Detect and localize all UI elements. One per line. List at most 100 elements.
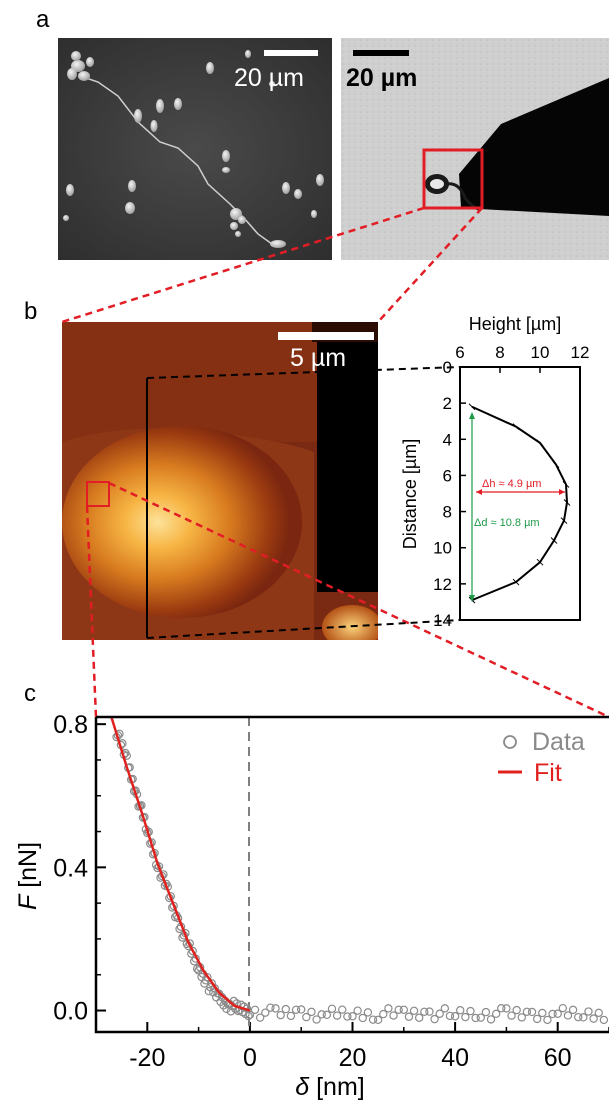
data-point	[409, 1006, 419, 1016]
optical-micrograph	[341, 38, 609, 260]
profile-point	[563, 499, 571, 506]
data-point	[594, 1008, 603, 1018]
legend-data-label: Data	[532, 728, 585, 756]
data-point	[404, 1012, 414, 1021]
data-point	[414, 1013, 424, 1022]
data-point	[466, 1006, 475, 1016]
connector-b-c-right	[108, 481, 609, 719]
height-profile-plot: Height [µm] 6 8 10 12 0 2 4 6 8 10 12 14 Distance …	[400, 314, 590, 630]
data-point	[332, 1011, 342, 1020]
profile-y-tick-label: 6	[443, 466, 452, 485]
force-y-tick-label: 0.8	[53, 711, 88, 739]
profile-y-tick-label: 2	[443, 394, 452, 413]
data-point	[271, 1004, 280, 1013]
profile-y-tick-label: 14	[433, 611, 452, 630]
data-point	[440, 1004, 450, 1013]
force-x-title: δ [nm]	[295, 1073, 364, 1101]
data-point	[425, 1007, 434, 1016]
data-point	[291, 1005, 301, 1015]
panel-letter-b: b	[24, 298, 38, 325]
data-point	[563, 1011, 573, 1020]
profile-y-tick-label: 0	[443, 358, 452, 377]
data-point	[244, 1011, 253, 1021]
data-point	[203, 972, 212, 982]
force-x-tick-label: 0	[243, 1044, 257, 1072]
data-point	[368, 1015, 378, 1024]
connector-b-c-left	[85, 505, 98, 718]
data-point	[584, 1007, 593, 1016]
legend-fit-label: Fit	[534, 759, 562, 787]
data-point	[527, 1007, 537, 1017]
connector-a-b-right	[377, 207, 483, 323]
profile-y-tick-label: 8	[443, 503, 452, 522]
connector-a-b-left	[61, 206, 425, 324]
data-point	[502, 1004, 511, 1013]
cantilever-shape	[459, 78, 609, 216]
data-point	[476, 1013, 485, 1022]
data-point	[579, 1013, 588, 1022]
profile-line-series	[471, 405, 569, 602]
sem-scale-bar	[264, 50, 318, 56]
profile-y-tick-label: 4	[443, 430, 452, 449]
data-point	[343, 1012, 352, 1021]
data-point	[456, 1006, 465, 1015]
data-point	[435, 1009, 444, 1018]
data-point	[188, 946, 197, 956]
profile-x-tick-label: 6	[455, 343, 464, 362]
afm-height-map	[62, 322, 382, 649]
data-point	[471, 1013, 480, 1023]
sem-image	[58, 38, 332, 260]
profile-point	[550, 537, 558, 544]
fit-curve	[110, 716, 251, 1012]
data-point	[245, 1010, 255, 1020]
legend-data-marker	[503, 735, 517, 749]
data-point	[266, 1003, 275, 1012]
profile-point	[560, 517, 568, 524]
optical-scale-bar	[353, 50, 409, 56]
data-point	[507, 1011, 516, 1020]
afm-scale-label: 5 µm	[290, 344, 347, 372]
force-x-tick-label: 40	[441, 1044, 469, 1072]
data-point	[384, 1004, 393, 1013]
force-axes-frame	[94, 715, 609, 1034]
data-point	[430, 1014, 439, 1024]
dd-label: Δd ≈ 10.8 µm	[474, 517, 540, 529]
profile-point	[512, 578, 520, 586]
data-point	[379, 1009, 388, 1019]
force-x-tick-label: -20	[129, 1044, 165, 1072]
profile-x-tick-label: 12	[571, 343, 590, 362]
force-y-tick-label: 0.4	[53, 854, 88, 882]
force-y-tick-label: 0.0	[53, 998, 88, 1026]
data-point	[399, 1005, 408, 1015]
zoom-box-b	[86, 481, 110, 507]
data-point	[327, 1004, 337, 1014]
profile-y-tick-label: 12	[433, 575, 452, 594]
force-curve-chart: -20 0 20 40 60 0.0 0.4 0.8 F [nN] δ [nm] Data F…	[0, 700, 609, 1105]
data-point	[353, 1006, 362, 1015]
data-point	[338, 1005, 347, 1014]
profile-x-title: Height [µm]	[469, 314, 561, 334]
profile-point	[536, 558, 544, 566]
data-point	[538, 1008, 547, 1018]
data-point	[312, 1015, 321, 1024]
connector-profile-bottom	[146, 619, 461, 639]
optical-scale-label: 20 µm	[346, 64, 418, 92]
data-point	[363, 1008, 373, 1017]
data-point	[522, 1007, 532, 1017]
data-point	[373, 1015, 383, 1025]
data-point	[450, 1012, 460, 1021]
data-point	[281, 1004, 291, 1014]
data-point	[599, 1015, 609, 1025]
profile-point	[552, 461, 560, 468]
profile-point	[562, 481, 570, 488]
profile-x-tick-label: 10	[531, 343, 550, 362]
data-point	[302, 1012, 311, 1022]
data-point	[532, 1014, 542, 1024]
data-point	[420, 1007, 429, 1017]
profile-point	[468, 403, 476, 411]
panel-letter-a: a	[36, 6, 50, 33]
data-point	[491, 1009, 501, 1019]
data-point	[486, 1015, 496, 1024]
dh-label: Δh ≈ 4.9 µm	[482, 478, 541, 490]
